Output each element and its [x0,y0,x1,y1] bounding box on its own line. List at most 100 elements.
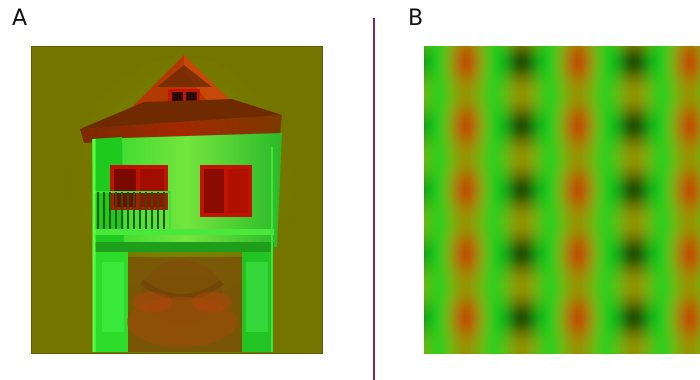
panel-divider [373,18,375,380]
grating-cell [536,270,564,302]
grating-cell [508,206,536,238]
grating-cell [536,110,564,142]
grating-cell [564,110,592,142]
grating-cell [536,302,564,334]
grating-cell [620,270,648,302]
grating-cell [536,334,564,354]
grating-cell [452,206,480,238]
grating-cell [620,110,648,142]
grating-cell [620,46,648,78]
grating-cell [620,174,648,206]
grating-cell [480,142,508,174]
grating-cell [452,302,480,334]
grating-cell [424,142,452,174]
grating-cell [592,238,620,270]
grating-cell [508,270,536,302]
grating-cell [676,334,700,354]
grating-cell [480,78,508,110]
grating-cell [452,78,480,110]
grating-cell [424,78,452,110]
grating-cell [536,238,564,270]
grating-cell [564,238,592,270]
grating-cell [564,78,592,110]
grating-cell [648,78,676,110]
grating-cell [620,238,648,270]
grating-cell [592,78,620,110]
grating-cell [536,142,564,174]
panel-b-grating-image [424,46,700,354]
grating-cell [676,46,700,78]
grating-cell [480,46,508,78]
grating-cell [564,270,592,302]
grating-cell [564,302,592,334]
grating-cell [452,270,480,302]
grating-cell [480,270,508,302]
grating-cell [564,46,592,78]
grating-cell [452,142,480,174]
grating-cell [508,78,536,110]
grating-cell [508,142,536,174]
grating-cell [536,174,564,206]
grating-cell [480,174,508,206]
grating-cell [592,174,620,206]
grating-cell [676,174,700,206]
grating-cell [592,142,620,174]
grating-cell [452,110,480,142]
grating-cell [676,142,700,174]
grating-cell [648,142,676,174]
grating-cell [508,46,536,78]
house-face-overlay-image [32,47,322,353]
grating-cell [564,334,592,354]
grating-cell [676,302,700,334]
grating-cell [424,302,452,334]
grating-cell [620,142,648,174]
grating-cell [424,334,452,354]
grating-cell [648,334,676,354]
grating-cell [620,334,648,354]
grating-cell [480,206,508,238]
grating-cell [424,270,452,302]
grating-cell [452,238,480,270]
grating-cell [592,270,620,302]
grating-cell [508,110,536,142]
grating-cell [564,142,592,174]
grating-cell [424,46,452,78]
grating-cell [564,174,592,206]
grating-cell [648,238,676,270]
grating-cell [620,78,648,110]
checkerboard-grating [424,46,700,354]
grating-cell [676,270,700,302]
grating-cell [592,302,620,334]
grating-cell [452,174,480,206]
grating-cell [592,110,620,142]
grating-cell [648,206,676,238]
panel-a-house-image [31,46,323,354]
grating-cell [648,110,676,142]
grating-cell [480,110,508,142]
grating-cell [536,206,564,238]
grating-cell [592,334,620,354]
grating-cell [676,206,700,238]
grating-cell [648,46,676,78]
panel-b-label: B [408,6,424,31]
grating-cell [424,206,452,238]
grating-cell [480,334,508,354]
grating-cell [508,174,536,206]
grating-cell [508,302,536,334]
grating-cell [452,334,480,354]
grating-cell [424,110,452,142]
grating-cell [480,302,508,334]
grating-cell [592,206,620,238]
grating-cell [620,206,648,238]
grating-cell [648,302,676,334]
grating-cell [620,302,648,334]
panel-a-label: A [12,6,28,31]
grating-cell [508,238,536,270]
grating-cell [648,270,676,302]
grating-cell [676,110,700,142]
grating-cell [424,238,452,270]
grating-cell [648,174,676,206]
grating-cell [536,78,564,110]
grating-cell [592,46,620,78]
grating-cell [424,174,452,206]
